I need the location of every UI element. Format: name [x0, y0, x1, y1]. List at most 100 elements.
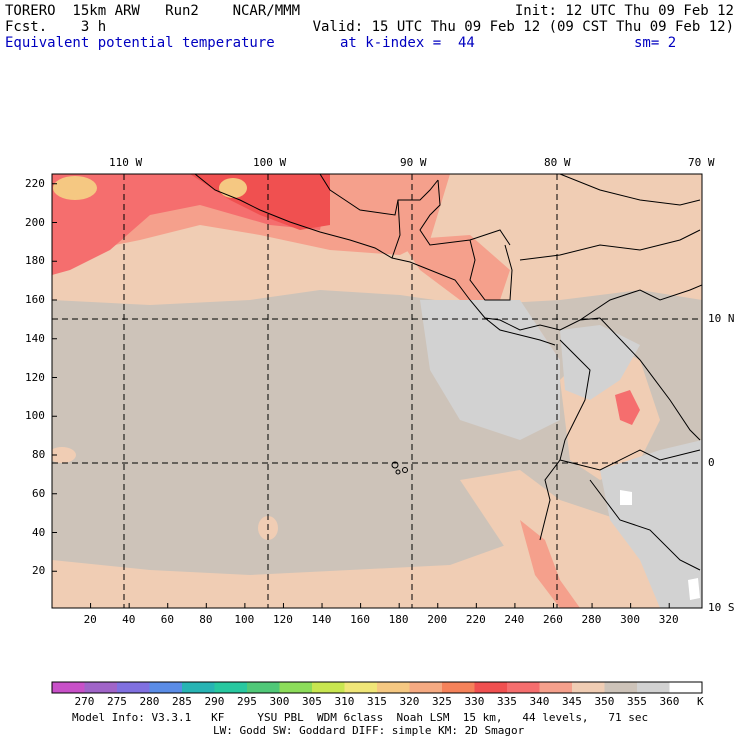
x-tick-label: 260: [542, 613, 563, 626]
coastlines: [194, 174, 702, 571]
lon-label-80w: 80 W: [544, 156, 571, 169]
axis-ticks: [52, 183, 670, 608]
lon-label-100w: 100 W: [253, 156, 287, 169]
colorbar-swatch: [149, 682, 183, 693]
venezuela-coast: [579, 284, 702, 321]
colorbar-label: 335: [497, 695, 517, 708]
field-warm-spot-west: [52, 447, 76, 463]
colorbar-swatch: [312, 682, 345, 693]
galapagos-3: [395, 469, 401, 475]
x-tick-label: 160: [350, 613, 370, 626]
colorbar-label: 340: [529, 695, 550, 708]
galapagos-1: [391, 461, 399, 469]
colorbar-label: 355: [627, 695, 647, 708]
colorbar-swatch: [52, 682, 85, 693]
x-tick-label: 120: [272, 613, 293, 626]
colombia-coast: [539, 339, 591, 541]
colorbar-swatch: [474, 682, 508, 693]
y-tick-label: 60: [32, 486, 46, 500]
colorbar-label: 330: [464, 695, 485, 708]
colorbar-label: 345: [562, 695, 582, 708]
colorbar-swatch: [572, 682, 605, 693]
colorbar-swatch: [442, 682, 475, 693]
gulf-coast: [319, 174, 439, 216]
x-tick-label: 240: [504, 613, 525, 626]
field-cool-colombia: [560, 325, 640, 400]
field-warmer-peru: [520, 520, 580, 608]
colorbar-swatch: [377, 682, 410, 693]
colorbar-label: 325: [432, 695, 452, 708]
colorbar-swatch: [279, 682, 313, 693]
peru-border: [589, 479, 701, 571]
x-tick-label: 280: [581, 613, 602, 626]
galapagos-2: [402, 467, 408, 473]
colorbar-label: 300: [269, 695, 290, 708]
colorbar-swatch: [539, 682, 573, 693]
field-cold-spot: [620, 490, 632, 505]
colorbar-label: 350: [594, 695, 615, 708]
lat-label-10s: 10 S: [708, 601, 735, 614]
x-tick-label: 60: [160, 613, 174, 626]
x-tick-label: 220: [465, 613, 486, 626]
nicaragua-border: [469, 239, 513, 301]
field-cool-amazon: [600, 440, 702, 608]
colorbar-frame: [51, 681, 703, 694]
x-tick-label: 300: [620, 613, 640, 626]
x-tick-label: 320: [658, 613, 679, 626]
ecuador-border: [559, 449, 701, 471]
y-tick-label: 80: [32, 448, 46, 461]
field-name: Equivalent potential temperature: [5, 35, 275, 51]
colorbar-swatch: [669, 682, 703, 693]
field-cool-pacific: [420, 300, 560, 440]
colorbar-label: 305: [302, 695, 322, 708]
field-peak-1: [53, 176, 97, 200]
y-tick-label: 120: [25, 370, 45, 384]
colombia-border: [599, 317, 701, 441]
colorbar-swatch: [409, 682, 443, 693]
colorbar-unit: K: [697, 695, 704, 708]
lon-label-90w: 90 W: [400, 156, 427, 169]
colorbar-swatch: [214, 682, 248, 693]
colorbar-swatch: [182, 682, 215, 693]
forecast-hour: Fcst. 3 h: [5, 19, 107, 35]
colorbar-swatch: [247, 682, 280, 693]
x-tick-label: 80: [199, 613, 213, 626]
colorbar-label: 315: [367, 695, 387, 708]
guatemala-border: [391, 199, 401, 259]
x-tick-label: 140: [311, 613, 332, 626]
field-hot-andes: [615, 390, 640, 425]
valid-time: Valid: 15 UTC Thu 09 Feb 12 (09 CST Thu …: [312, 19, 734, 35]
init-time: Init: 12 UTC Thu 09 Feb 12: [514, 3, 734, 19]
colorbar-label: 360: [659, 695, 680, 708]
colorbar-swatch: [344, 682, 378, 693]
map-frame: [51, 173, 703, 609]
colorbar-label: 275: [107, 695, 127, 708]
mexico-coast: [194, 174, 556, 346]
colorbar-swatch: [117, 682, 150, 693]
x-tick-label: 40: [122, 613, 136, 626]
x-tick-label: 100: [234, 613, 255, 626]
model-title: TORERO 15km ARW Run2 NCAR/MMM: [5, 3, 301, 19]
theta-e-field: [52, 174, 702, 608]
y-tick-label: 40: [32, 525, 46, 539]
cuba: [559, 174, 701, 206]
lat-label-0: 0: [708, 456, 715, 469]
lon-label-70w: 70 W: [688, 156, 715, 169]
y-tick-label: 160: [25, 293, 45, 306]
honduras-border: [419, 179, 511, 246]
y-tick-label: 100: [25, 409, 45, 423]
colorbar-label: 295: [237, 695, 257, 708]
colorbar-swatch: [637, 682, 670, 693]
field-cold-spot-2: [688, 578, 700, 600]
graticule: [52, 174, 702, 608]
caribbean-islands: [519, 229, 701, 261]
y-tick-label: 140: [25, 331, 45, 345]
lat-label-10n: 10 N: [708, 312, 735, 325]
colorbar-label: 320: [399, 695, 420, 708]
colorbar-label: 280: [139, 695, 160, 708]
y-tick-label: 220: [25, 176, 45, 190]
field-warm-east: [460, 470, 702, 608]
colorbar-label: 285: [172, 695, 192, 708]
y-tick-label: 20: [32, 564, 46, 578]
